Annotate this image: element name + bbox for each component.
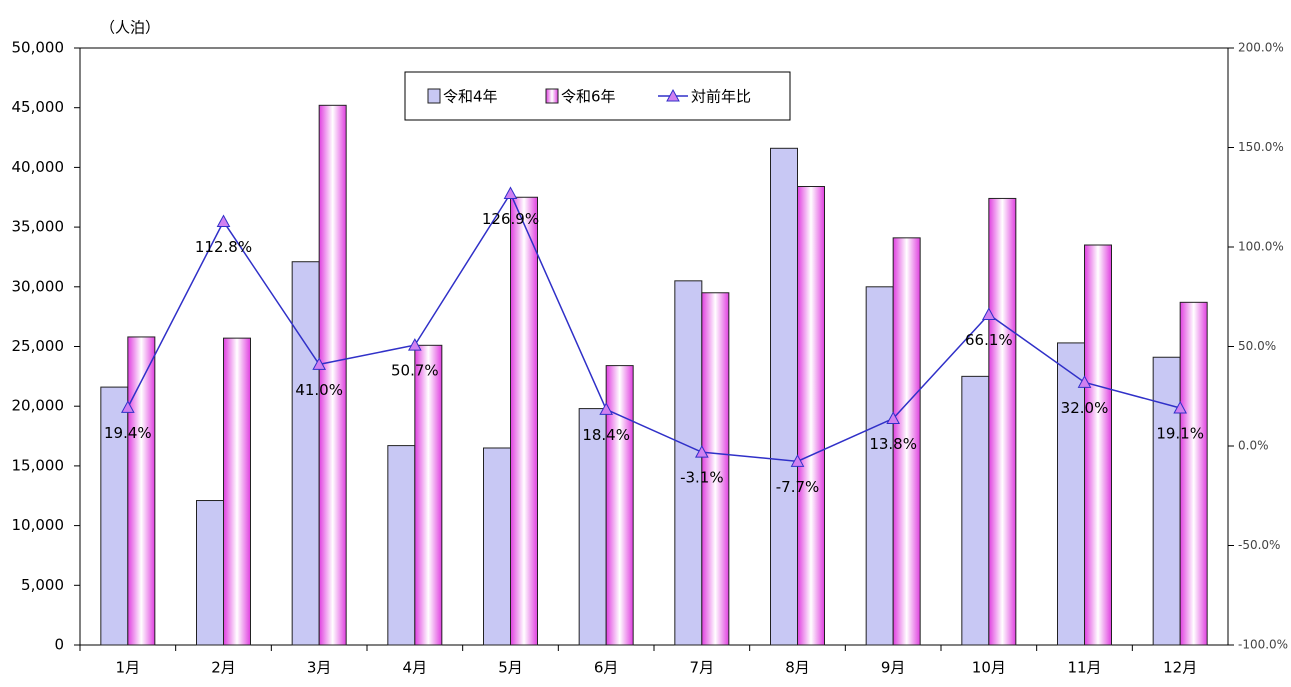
- y2-tick-label: 150.0%: [1238, 140, 1284, 154]
- bar: [892, 237, 921, 646]
- bar: [961, 375, 990, 646]
- bar: [770, 147, 798, 646]
- y-tick-label: 35,000: [12, 218, 65, 236]
- y2-tick-label: 200.0%: [1238, 41, 1284, 55]
- bar: [578, 408, 607, 646]
- y-axis-label: （人泊）: [100, 19, 160, 37]
- bar: [865, 286, 894, 646]
- x-tick-label: 2月: [211, 659, 236, 677]
- y-tick-label: 10,000: [12, 516, 65, 534]
- legend-box: [404, 71, 791, 121]
- bar: [605, 365, 634, 646]
- x-tick-label: 9月: [881, 659, 906, 677]
- y-tick-label: 40,000: [12, 158, 65, 176]
- y2-tick-label: -100.0%: [1238, 638, 1288, 652]
- bar: [701, 292, 730, 646]
- y-tick-label: 20,000: [12, 397, 65, 415]
- bar: [318, 104, 347, 646]
- y2-tick-label: 100.0%: [1238, 240, 1284, 254]
- bar: [1152, 356, 1181, 646]
- plot-frame: [79, 47, 1229, 646]
- marker: [216, 214, 231, 228]
- bar: [674, 280, 703, 646]
- data-label: 19.1%: [1156, 424, 1204, 442]
- x-tick-label: 5月: [498, 659, 523, 677]
- data-label: 66.1%: [965, 331, 1013, 349]
- marker: [981, 307, 996, 320]
- bar: [1179, 301, 1208, 646]
- legend-swatch: [545, 88, 559, 104]
- y2-tick-label: 50.0%: [1238, 339, 1276, 353]
- data-label: 126.9%: [482, 210, 539, 228]
- x-tick-label: 12月: [1163, 659, 1197, 677]
- data-label: 19.4%: [104, 424, 152, 442]
- y-tick-label: 25,000: [12, 337, 65, 355]
- bar: [414, 344, 443, 646]
- legend-label: 令和4年: [443, 88, 498, 106]
- x-tick-label: 8月: [785, 659, 810, 677]
- data-label: -7.7%: [776, 478, 820, 496]
- bar: [797, 186, 825, 646]
- marker: [599, 402, 614, 415]
- y-tick-label: 5,000: [21, 576, 64, 594]
- legend-label: 令和6年: [561, 88, 616, 106]
- bar: [291, 261, 320, 646]
- x-tick-label: 4月: [403, 659, 428, 677]
- x-tick-label: 10月: [972, 659, 1006, 677]
- bar: [483, 447, 511, 646]
- bar: [127, 336, 156, 646]
- bar: [223, 337, 251, 646]
- legend-marker: [666, 88, 680, 102]
- bar: [988, 197, 1017, 646]
- x-tick-label: 6月: [594, 659, 619, 677]
- bar: [1057, 342, 1085, 646]
- data-label: 41.0%: [295, 381, 343, 399]
- marker: [503, 186, 518, 199]
- marker: [312, 357, 327, 370]
- data-label: 32.0%: [1061, 399, 1109, 417]
- marker: [407, 338, 422, 351]
- marker: [120, 400, 135, 413]
- data-label: 18.4%: [582, 426, 630, 444]
- x-tick-label: 3月: [307, 659, 332, 677]
- y2-tick-label: -50.0%: [1238, 538, 1280, 552]
- y2-tick-label: 0.0%: [1238, 439, 1269, 453]
- marker: [886, 411, 901, 425]
- data-label: 112.8%: [195, 238, 252, 256]
- x-tick-label: 11月: [1067, 659, 1101, 677]
- legend-label: 対前年比: [691, 88, 751, 106]
- marker: [790, 454, 805, 467]
- legend-swatch: [427, 88, 441, 104]
- y-tick-label: 50,000: [12, 39, 65, 57]
- bar: [387, 445, 416, 646]
- y-tick-label: 15,000: [12, 456, 65, 474]
- y-tick-label: 30,000: [12, 277, 65, 295]
- x-tick-label: 7月: [690, 659, 715, 677]
- y-tick-label: 0: [54, 636, 64, 654]
- bar: [510, 196, 538, 646]
- marker: [694, 445, 709, 458]
- x-tick-label: 1月: [116, 659, 141, 677]
- bar: [1084, 244, 1112, 646]
- y-tick-label: 45,000: [12, 98, 65, 116]
- data-label: -3.1%: [680, 469, 724, 487]
- line: [127, 191, 1181, 463]
- marker: [1077, 375, 1092, 388]
- data-label: 50.7%: [391, 362, 439, 380]
- marker: [1173, 400, 1188, 414]
- bar: [196, 500, 224, 646]
- data-label: 13.8%: [869, 435, 917, 453]
